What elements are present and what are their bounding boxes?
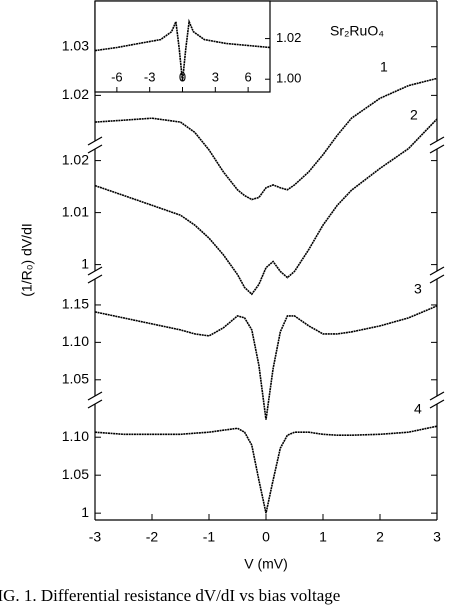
x-tick-label: -3 [144, 69, 156, 84]
y-tick-label: 1.02 [62, 151, 89, 167]
axis-break [429, 144, 445, 154]
axis-break [429, 266, 445, 276]
y-tick-label: 1.10 [62, 428, 89, 444]
x-tick-label: -6 [111, 69, 123, 84]
y-tick-label: 1.05 [62, 370, 89, 386]
x-tick-label: 0 [262, 529, 270, 545]
x-tick-label: 2 [376, 529, 384, 545]
y-tick-label: 1 [81, 255, 89, 271]
axis-break [429, 274, 445, 284]
x-axis-label: V (mV) [244, 556, 288, 572]
y-tick-label: 1 [81, 504, 89, 520]
curve [94, 18, 271, 82]
y-tick-label: 1.02 [62, 86, 89, 102]
y-tick-label: 1.03 [62, 37, 89, 53]
caption: FIG. 1. Differential resistance dV/dI vs… [0, 586, 340, 605]
y-tick-label: 1.05 [62, 466, 89, 482]
x-tick-label: 3 [433, 529, 441, 545]
curve-label: 2 [410, 107, 418, 123]
axis-break [87, 391, 103, 401]
y-axis-label: (1/R₀) dV/dI [19, 223, 35, 297]
x-tick-label: -2 [146, 529, 159, 545]
x-tick-label: -1 [203, 529, 216, 545]
y-tick-label: 1.01 [62, 203, 89, 219]
x-tick-label: 6 [245, 69, 252, 84]
axis-break [429, 136, 445, 146]
y-tick-label: 1.00 [276, 71, 301, 86]
y-tick-label: 1.15 [62, 296, 89, 312]
axis-break [429, 399, 445, 409]
axis-break [87, 274, 103, 284]
axis-break [87, 136, 103, 146]
curve-label: 4 [414, 401, 422, 417]
axis-break [429, 391, 445, 401]
curve [94, 425, 438, 514]
curve [94, 77, 438, 201]
x-tick-label: -3 [89, 529, 102, 545]
annotation: Sr₂RuO₄ [330, 23, 384, 39]
curve [94, 305, 438, 420]
y-tick-label: 1.02 [276, 30, 301, 45]
y-tick-label: 1.10 [62, 333, 89, 349]
x-tick-label: 3 [212, 69, 219, 84]
curve-label: 1 [380, 59, 388, 75]
axis-break [87, 144, 103, 154]
curve-label: 3 [414, 281, 422, 297]
axis-break [87, 399, 103, 409]
curve [94, 118, 438, 296]
x-tick-label: 1 [319, 529, 327, 545]
axis-break [87, 266, 103, 276]
